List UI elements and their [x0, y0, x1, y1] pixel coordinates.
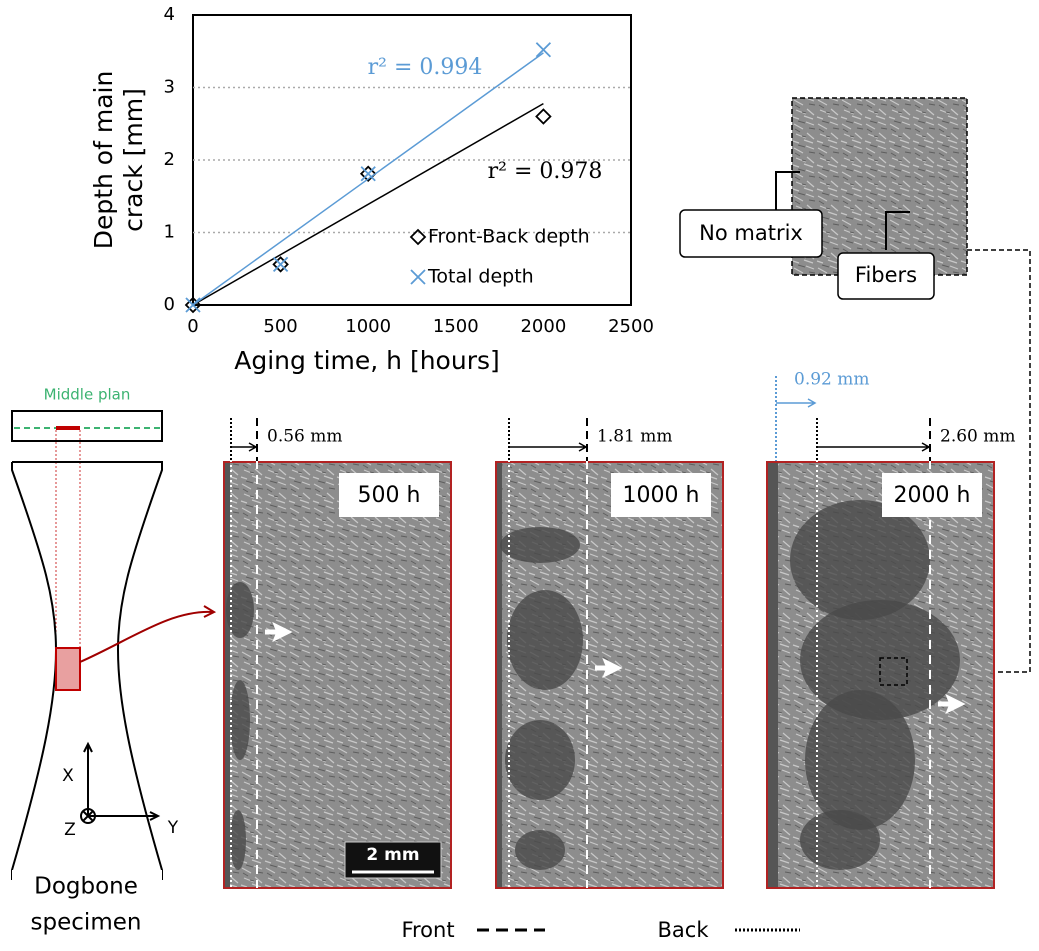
r-squared: r² = 0.994 — [368, 55, 483, 80]
specimen-caption: specimen — [31, 910, 142, 936]
marker — [360, 166, 376, 182]
depth-arrow — [231, 442, 258, 452]
marker — [410, 269, 426, 285]
figure-parts: Middle plan X Y Z Dogbone specimen 0.56 mm 500 … — [12, 209, 1016, 942]
depth-label: 0.56 mm — [267, 427, 343, 447]
y-tick-label: 0 — [164, 294, 175, 315]
x-tick-label: 1000 — [345, 316, 391, 337]
axis-label: X — [62, 766, 74, 786]
y-tick-label: 3 — [164, 77, 175, 98]
chart: 0 1 2 3 4 0 500 1000 1500 2000 2500 Aging time, h [… — [89, 4, 654, 375]
caption-box — [12, 870, 162, 900]
marker — [409, 228, 427, 246]
y-axis-title: Depth of main — [89, 71, 118, 250]
time-label: 2000 h — [894, 483, 971, 508]
depth-arrow — [509, 442, 588, 452]
growth-arrow — [265, 621, 293, 643]
label-box — [837, 252, 935, 300]
specimen-caption: Dogbone — [34, 874, 138, 900]
crack-region — [226, 582, 254, 638]
x-tick-label: 2500 — [608, 316, 654, 337]
marker — [272, 256, 289, 273]
marker — [184, 296, 202, 314]
crack-region — [230, 810, 246, 870]
legend-front: Front — [401, 918, 454, 942]
time-box — [611, 473, 711, 517]
inset-marker — [879, 657, 908, 686]
legend-back: Back — [658, 918, 710, 942]
marker — [535, 42, 552, 58]
growth-arrow — [595, 657, 623, 679]
axis-label: Y — [167, 818, 179, 838]
axis-label: Z — [64, 820, 76, 840]
time-box — [882, 473, 982, 517]
crack-region — [805, 690, 915, 830]
edge-band — [225, 463, 230, 887]
y-axis-title: crack [mm] — [119, 88, 148, 232]
growth-arrow — [938, 693, 966, 715]
y-tick-label: 2 — [164, 149, 175, 170]
marker — [535, 108, 552, 125]
r-squared: r² = 0.978 — [488, 159, 603, 184]
y-tick-label: 4 — [164, 4, 175, 25]
extra-depth-label: 0.92 mm — [794, 370, 870, 390]
crack-region — [230, 680, 250, 760]
x-tick-label: 500 — [263, 316, 297, 337]
legend-label: Total depth — [427, 266, 534, 288]
depth-label: 1.81 mm — [597, 427, 673, 447]
depth-arrow — [817, 442, 931, 452]
time-label: 500 h — [358, 483, 421, 508]
trendline — [192, 103, 544, 306]
label-box — [679, 209, 823, 258]
inset-label: No matrix — [699, 221, 803, 245]
micrograph — [223, 461, 452, 889]
inset-label: Fibers — [855, 263, 917, 287]
trendline — [192, 52, 544, 306]
blue-arrow — [776, 398, 817, 408]
crack-region — [515, 830, 565, 870]
y-tick-label: 1 — [164, 222, 175, 243]
x-tick-label: 1500 — [433, 316, 479, 337]
crack-region — [500, 527, 580, 563]
time-label: 1000 h — [623, 483, 700, 508]
scale-bar-label: 2 mm — [366, 845, 419, 865]
specimen-drawing — [11, 410, 217, 880]
edge-band — [497, 463, 502, 887]
marker — [185, 297, 201, 313]
marker — [359, 165, 377, 183]
crack-region — [507, 590, 583, 690]
legend-label: Front-Back depth — [428, 226, 590, 248]
crack-region — [800, 810, 880, 870]
x-tick-label: 2000 — [520, 316, 566, 337]
crack-region — [505, 720, 575, 800]
time-box — [339, 473, 439, 517]
marker — [272, 256, 289, 273]
x-axis-title: Aging time, h [hours] — [234, 346, 500, 375]
depth-label: 2.60 mm — [940, 427, 1016, 447]
edge-band — [768, 463, 778, 887]
crack-region — [790, 500, 930, 620]
plane-label: Middle plan — [44, 386, 131, 404]
x-tick-label: 0 — [187, 316, 198, 337]
